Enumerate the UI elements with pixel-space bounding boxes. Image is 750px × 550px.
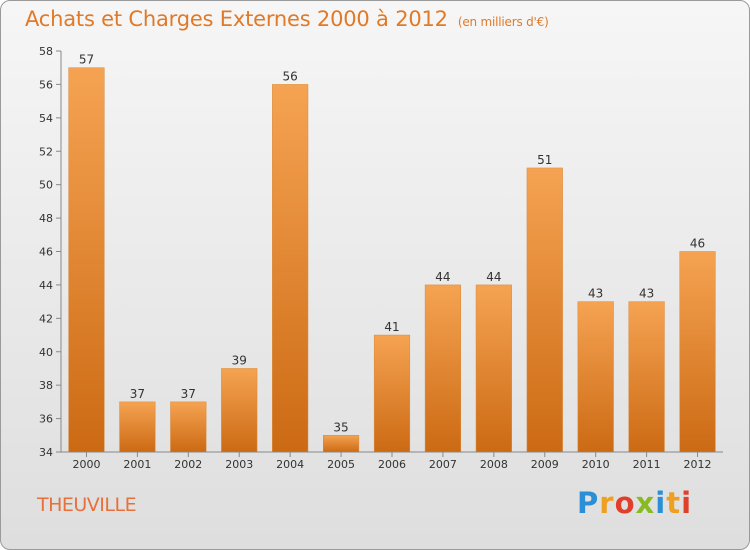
y-tick-label: 36 bbox=[39, 413, 53, 426]
y-tick-label: 54 bbox=[39, 112, 53, 125]
city-name: THEUVILLE bbox=[37, 494, 137, 516]
logo-letter: i bbox=[655, 486, 667, 520]
x-tick-label: 2000 bbox=[72, 458, 100, 471]
y-tick-label: 52 bbox=[39, 145, 53, 158]
x-tick-label: 2005 bbox=[327, 458, 355, 471]
value-label: 51 bbox=[537, 153, 552, 167]
bar-2008 bbox=[475, 284, 512, 453]
x-tick-label: 2010 bbox=[582, 458, 610, 471]
bar-2001 bbox=[119, 401, 156, 453]
chart-title-text: Achats et Charges Externes 2000 à 2012 bbox=[25, 7, 448, 31]
y-tick-label: 56 bbox=[39, 78, 53, 91]
bar-2000 bbox=[68, 67, 105, 453]
value-label: 57 bbox=[79, 53, 94, 67]
logo-letter: r bbox=[599, 486, 615, 520]
bar-2002 bbox=[170, 401, 207, 453]
y-tick-label: 50 bbox=[39, 179, 53, 192]
logo-letter: x bbox=[635, 486, 656, 520]
value-label: 44 bbox=[435, 270, 450, 284]
x-tick-label: 2009 bbox=[531, 458, 559, 471]
value-label: 37 bbox=[181, 387, 196, 401]
x-tick-label: 2007 bbox=[429, 458, 457, 471]
y-tick-label: 46 bbox=[39, 246, 53, 259]
value-label: 43 bbox=[639, 287, 654, 301]
value-label: 35 bbox=[333, 420, 348, 434]
bar-2009 bbox=[526, 167, 563, 453]
y-tick-label: 58 bbox=[39, 45, 53, 58]
logo-letter: t bbox=[666, 486, 682, 520]
x-tick-label: 2001 bbox=[123, 458, 151, 471]
x-tick-label: 2012 bbox=[684, 458, 712, 471]
bars-group: 57 37 37 39 56 35 41 44 44 51 43 43 46 bbox=[68, 53, 716, 453]
value-label: 43 bbox=[588, 287, 603, 301]
bar-2006 bbox=[373, 334, 411, 453]
x-tick-label: 2006 bbox=[378, 458, 406, 471]
y-tick-label: 48 bbox=[39, 212, 53, 225]
y-tick-label: 44 bbox=[39, 279, 53, 292]
x-axis: 2000 2001 2002 2003 2004 2005 2006 2007 2008 2009… bbox=[61, 451, 723, 471]
logo-letter: i bbox=[681, 486, 693, 520]
y-tick-label: 38 bbox=[39, 379, 53, 392]
x-tick-label: 2002 bbox=[174, 458, 202, 471]
value-label: 46 bbox=[690, 237, 705, 251]
y-axis: 34 36 38 40 42 44 46 48 50 52 54 56 58 bbox=[39, 45, 62, 459]
y-tick-label: 34 bbox=[39, 446, 53, 459]
value-label: 41 bbox=[384, 320, 399, 334]
chart-title: Achats et Charges Externes 2000 à 2012 (e… bbox=[25, 7, 549, 31]
y-tick-label: 40 bbox=[39, 346, 53, 359]
bar-2012 bbox=[679, 251, 716, 453]
bar-2003 bbox=[221, 368, 258, 453]
value-label: 44 bbox=[486, 270, 501, 284]
bar-2007 bbox=[424, 284, 461, 453]
x-tick-label: 2011 bbox=[633, 458, 661, 471]
bar-2010 bbox=[577, 301, 614, 453]
bar-2005 bbox=[323, 435, 360, 453]
x-tick-label: 2008 bbox=[480, 458, 508, 471]
value-label: 56 bbox=[283, 69, 298, 83]
x-tick-label: 2004 bbox=[276, 458, 304, 471]
x-tick-label: 2003 bbox=[225, 458, 253, 471]
value-label: 37 bbox=[130, 387, 145, 401]
y-tick-label: 42 bbox=[39, 312, 53, 325]
chart-subtitle: (en milliers d'€) bbox=[457, 15, 549, 29]
bar-2004 bbox=[272, 84, 309, 453]
logo-letter: P bbox=[577, 486, 600, 520]
proxiti-logo: Proxiti bbox=[577, 486, 692, 520]
value-label: 39 bbox=[232, 353, 247, 367]
logo-letter: o bbox=[614, 486, 636, 520]
bar-2011 bbox=[628, 301, 665, 453]
